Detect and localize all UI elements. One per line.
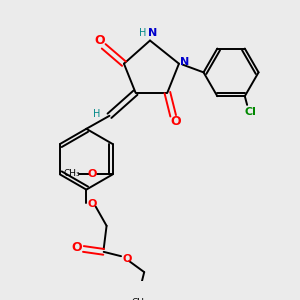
Text: O: O bbox=[94, 34, 105, 47]
Text: N: N bbox=[148, 28, 158, 38]
Text: CH₃: CH₃ bbox=[64, 169, 80, 178]
Text: Cl: Cl bbox=[245, 107, 256, 117]
Text: H: H bbox=[93, 109, 100, 119]
Text: O: O bbox=[88, 199, 98, 209]
Text: O: O bbox=[171, 115, 182, 128]
Text: N: N bbox=[180, 57, 189, 67]
Text: O: O bbox=[72, 241, 83, 254]
Text: H: H bbox=[139, 28, 146, 38]
Text: O: O bbox=[88, 169, 97, 179]
Text: O: O bbox=[122, 254, 131, 264]
Text: CH₃: CH₃ bbox=[132, 298, 148, 300]
